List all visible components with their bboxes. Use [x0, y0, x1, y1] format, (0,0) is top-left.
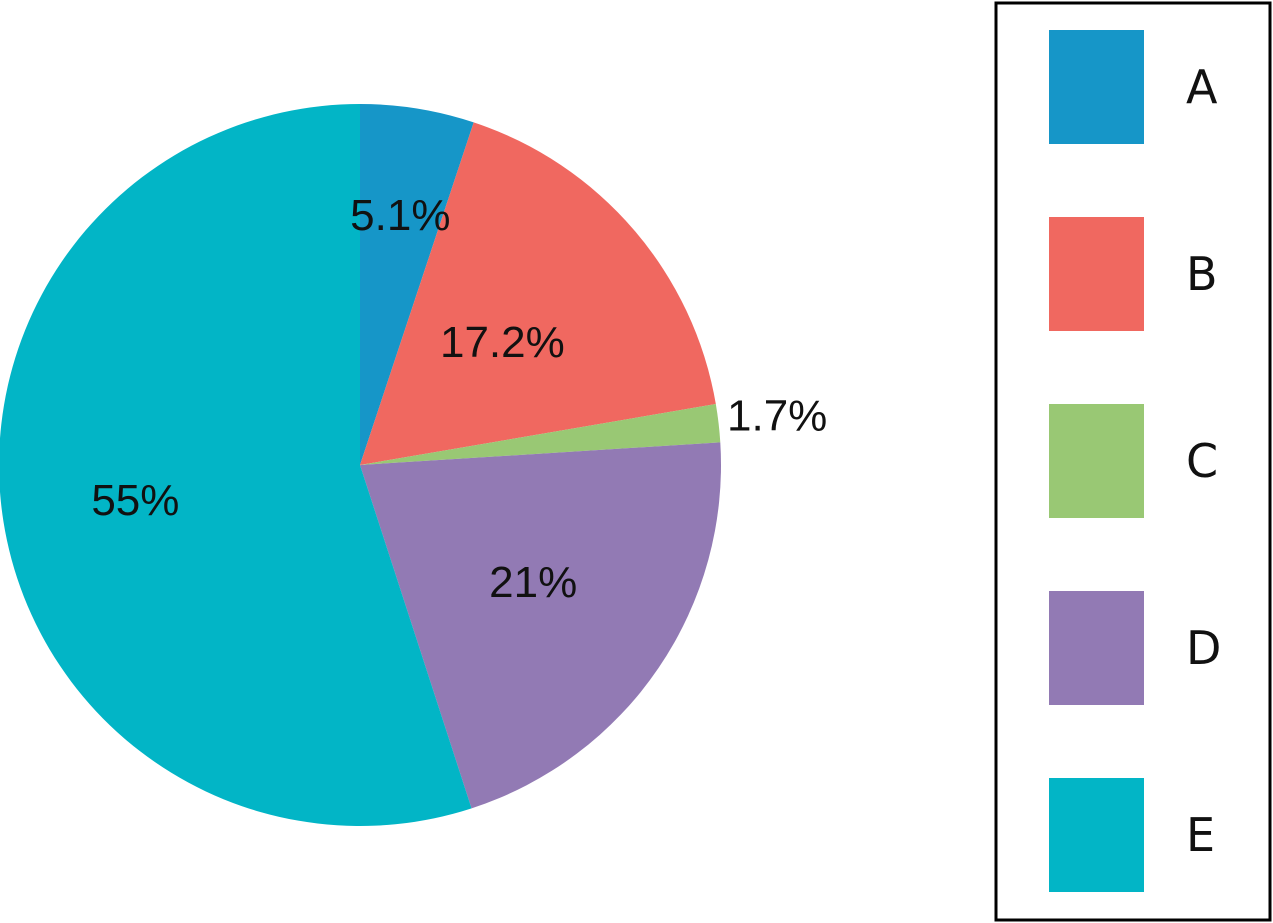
- legend-swatch-c: [1049, 404, 1144, 518]
- pie-slice-c: [360, 404, 721, 465]
- pie-slice-a: [360, 104, 474, 465]
- legend-label-a: A: [1186, 60, 1218, 114]
- slice-value-label-e: 55%: [91, 476, 179, 525]
- legend-label-c: C: [1186, 434, 1218, 488]
- legend-label-e: E: [1186, 808, 1215, 862]
- pie-slices: [0, 104, 721, 826]
- slice-value-label-a: 5.1%: [350, 191, 450, 240]
- slice-value-label-c: 1.7%: [727, 392, 827, 441]
- pie-slice-d: [360, 442, 721, 809]
- pie-value-labels: 5.1% 17.2% 1.7% 21% 55%: [91, 191, 827, 607]
- legend: A B C D E: [994, 1, 1272, 922]
- pie-slice-e: [0, 104, 472, 826]
- legend-label-b: B: [1186, 247, 1218, 301]
- legend-swatch-b: [1049, 217, 1144, 331]
- legend-swatch-e: [1049, 778, 1144, 892]
- legend-swatch-a: [1049, 30, 1144, 144]
- legend-swatch-d: [1049, 591, 1144, 705]
- legend-label-d: D: [1186, 621, 1221, 675]
- pie-slice-b: [360, 122, 716, 466]
- slice-value-label-d: 21%: [489, 558, 577, 607]
- slice-value-label-b: 17.2%: [440, 318, 565, 367]
